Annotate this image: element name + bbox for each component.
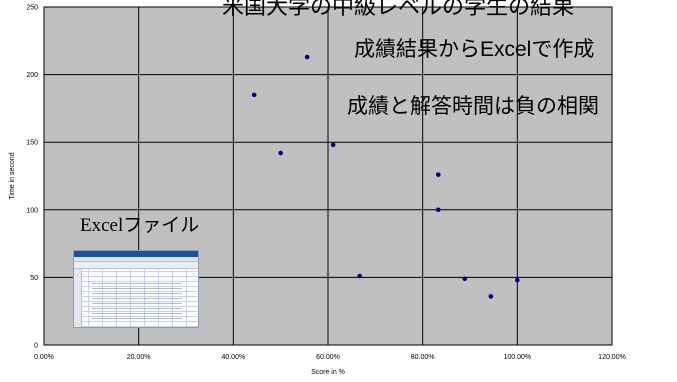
y-axis-label: Time in second <box>9 152 16 199</box>
data-point <box>435 207 441 213</box>
y-tick-label: 0 <box>34 343 38 350</box>
annotation-excel-made: 成績結果からExcelで作成 <box>354 38 595 61</box>
data-point <box>435 172 441 177</box>
x-tick-label: 100.00% <box>504 354 532 361</box>
data-point <box>357 273 363 279</box>
data-point <box>462 276 468 282</box>
x-axis-label: Score in % <box>311 369 345 376</box>
chart-top-title: 米国大学の中級レベルの学生の結果 <box>222 0 575 19</box>
data-point <box>330 142 336 148</box>
y-tick-label: 50 <box>30 275 38 282</box>
y-tick-label: 250 <box>26 5 38 12</box>
data-points <box>251 54 520 299</box>
x-tick-label: 120.00% <box>598 354 626 361</box>
tick-labels: 0.00% 20.00% 40.00% 60.00% 80.00% 100.00% 120.… <box>26 5 626 362</box>
x-tick-label: 80.00% <box>411 354 435 361</box>
x-tick-label: 60.00% <box>316 354 340 361</box>
excel-thumbnail-icon <box>73 250 199 328</box>
annotation-correlation: 成績と解答時間は負の相関 <box>347 95 599 118</box>
data-point <box>488 294 494 299</box>
data-point <box>278 150 283 156</box>
data-point <box>304 54 310 60</box>
x-tick-label: 40.00% <box>221 354 245 361</box>
y-tick-label: 200 <box>26 72 38 79</box>
annotation-excel-file: Excelファイル <box>80 215 200 236</box>
y-tick-label: 150 <box>26 140 38 147</box>
data-point <box>515 277 520 283</box>
data-point <box>251 92 257 98</box>
y-tick-label: 100 <box>26 207 38 214</box>
x-tick-label: 20.00% <box>127 354 151 361</box>
x-tick-label: 0.00% <box>34 354 54 361</box>
